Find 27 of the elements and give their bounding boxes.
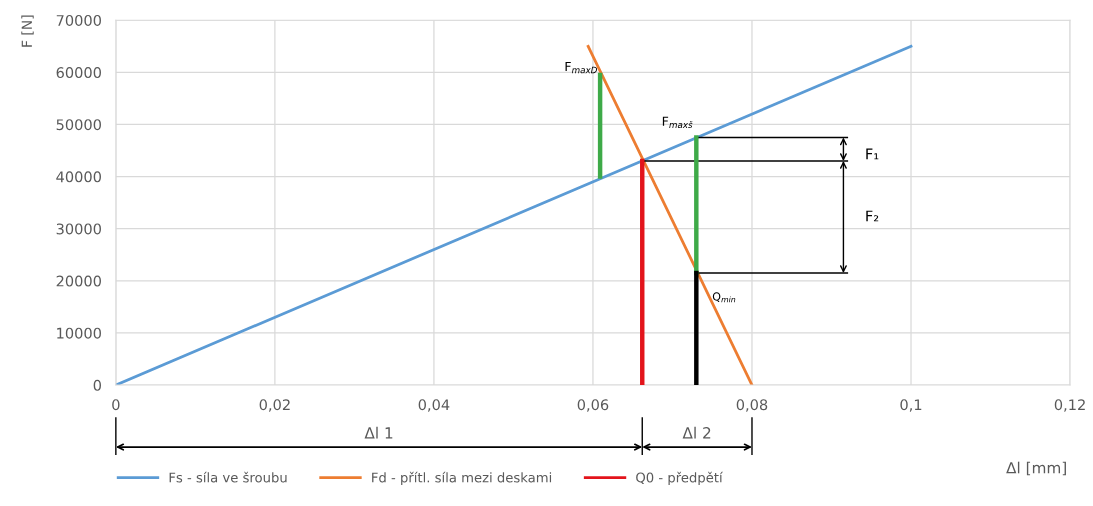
x-axis-title: Δl [mm] xyxy=(1006,461,1066,476)
legend-label: Q0 - předpětí xyxy=(636,471,723,486)
annotation: F₂ xyxy=(866,210,879,222)
x-tick-label: 0,08 xyxy=(736,399,768,412)
text: Δl 1 xyxy=(364,426,393,439)
x-tick-label: 0 xyxy=(112,399,120,411)
x-tick-label: 0,04 xyxy=(418,399,450,412)
x-tick-label: 0,02 xyxy=(259,399,290,412)
y-tick-label: 40000 xyxy=(56,171,101,183)
y-tick-label: 10000 xyxy=(57,327,101,339)
annotation: Q$_{min}$ xyxy=(712,292,736,303)
x-tick-label: 0,06 xyxy=(577,399,609,412)
y-tick-label: 30000 xyxy=(56,223,101,235)
y-tick-label: 60000 xyxy=(56,67,101,79)
annotation: F$_{maxš}$ xyxy=(662,116,693,128)
annotation: F$_{maxD}$ xyxy=(565,61,598,74)
y-axis-title: F [N] xyxy=(21,15,34,47)
y-tick-label: 50000 xyxy=(56,119,101,131)
legend-label: Fd - přítl. síla mezi deskami xyxy=(372,471,552,486)
x-tick-label: 0,1 xyxy=(900,399,922,412)
y-tick-label: 70000 xyxy=(56,14,101,26)
annotation: F₁ xyxy=(866,148,879,160)
x-tick-label: 0,12 xyxy=(1054,399,1085,412)
legend-label: Fs - síla ve šroubu xyxy=(169,471,287,483)
y-tick-label: 0 xyxy=(93,379,101,391)
text: Δl 2 xyxy=(682,426,711,439)
y-tick-label: 20000 xyxy=(56,275,101,287)
